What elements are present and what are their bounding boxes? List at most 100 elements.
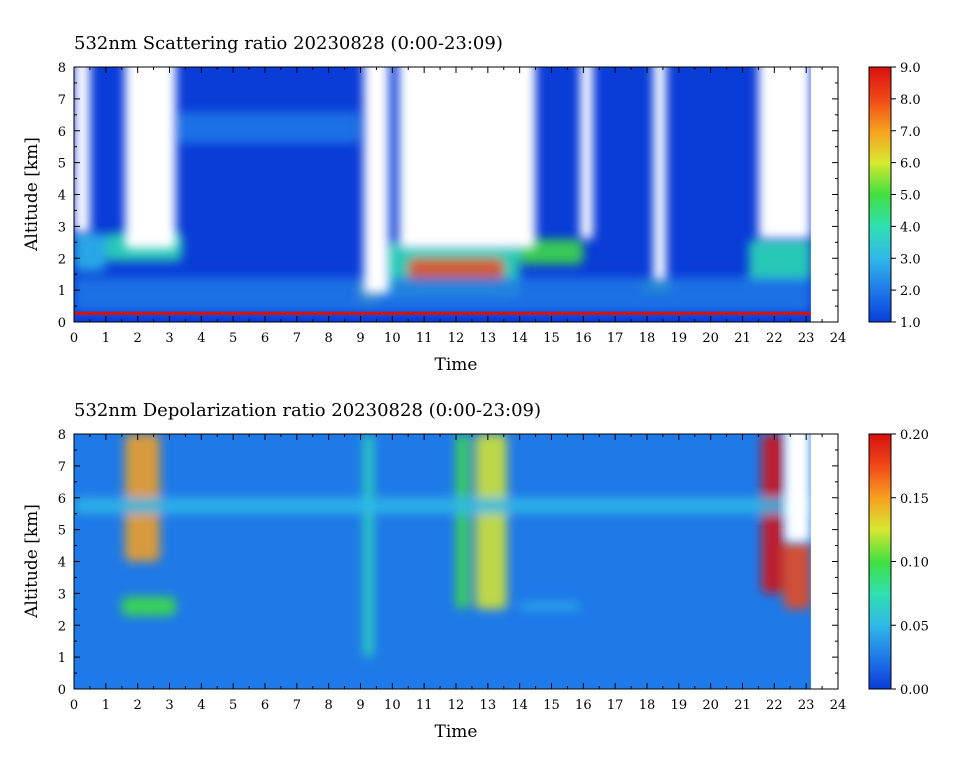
x-tick-label: 1 xyxy=(102,698,110,713)
data-feature xyxy=(519,602,581,610)
y-tick-label: 2 xyxy=(58,252,66,267)
y-tick-label: 8 xyxy=(58,61,66,76)
x-tick-label: 2 xyxy=(134,331,142,346)
data-feature xyxy=(748,239,811,281)
blank-layer xyxy=(74,67,811,294)
colorbar: 0.00 0.05 0.10 0.15 0.20 xyxy=(868,428,929,698)
x-tick-label: 2 xyxy=(134,698,142,713)
y-tick-label: 5 xyxy=(58,524,66,539)
x-tick-label: 22 xyxy=(766,698,783,713)
y-tick-label: 5 xyxy=(58,157,66,172)
x-tick-label: 4 xyxy=(197,331,205,346)
y-tick-label: 4 xyxy=(58,556,66,571)
y-tick-label: 0 xyxy=(58,316,66,331)
x-tick-label: 17 xyxy=(607,331,624,346)
data-feature xyxy=(475,434,507,610)
x-tick-label: 6 xyxy=(261,331,269,346)
data-feature xyxy=(363,434,374,658)
x-tick-label: 7 xyxy=(293,331,301,346)
x-tick-label: 3 xyxy=(165,331,173,346)
colorbar-tick-label: 3.0 xyxy=(900,252,921,267)
colorbar: 1.0 2.0 3.0 4.0 5.0 6.0 7.0 8.0 9.0 xyxy=(868,61,921,331)
x-tick-label: 16 xyxy=(575,331,592,346)
y-tick-label: 1 xyxy=(58,651,66,666)
colorbar-tick-label: 4.0 xyxy=(900,220,921,235)
x-tick-label: 4 xyxy=(197,698,205,713)
colorbar-tick-label: 0.15 xyxy=(900,492,929,507)
data-feature xyxy=(175,111,361,144)
no-data-region xyxy=(783,434,811,543)
data-feature xyxy=(121,596,176,616)
x-tick-label: 9 xyxy=(356,331,364,346)
data-background xyxy=(74,434,811,689)
x-tick-label: 23 xyxy=(798,331,815,346)
x-tick-label: 21 xyxy=(734,698,751,713)
chart-title: 532nm Scattering ratio 20230828 (0:00-23… xyxy=(74,33,503,54)
colorbar-scale xyxy=(868,66,892,323)
blank-layer xyxy=(783,434,811,543)
colorbar-tick-label: 0.10 xyxy=(900,556,929,571)
axes: 0 1 2 3 4 5 6 7 8 9 10 11 12 13 14 15 16 17 18 19 20 21 22 23 24… xyxy=(58,428,847,713)
y-tick-label: 7 xyxy=(58,460,66,475)
surface-layer xyxy=(74,311,811,315)
x-tick-label: 10 xyxy=(384,698,401,713)
x-tick-label: 9 xyxy=(356,698,364,713)
colorbar-tick-label: 1.0 xyxy=(900,316,921,331)
no-data-region xyxy=(124,67,176,249)
x-axis-label: Time xyxy=(435,355,478,375)
colorbar-tick-label: 2.0 xyxy=(900,284,921,299)
no-data-region xyxy=(398,67,536,249)
x-tick-label: 14 xyxy=(511,698,528,713)
x-tick-label: 23 xyxy=(798,698,815,713)
no-data-region xyxy=(363,67,390,294)
x-tick-label: 15 xyxy=(543,698,560,713)
x-tick-label: 8 xyxy=(325,698,333,713)
data-feature xyxy=(783,542,811,610)
chart-title: 532nm Depolarization ratio 20230828 (0:0… xyxy=(74,400,541,421)
x-tick-label: 18 xyxy=(639,698,656,713)
colorbar-tick-label: 6.0 xyxy=(900,157,921,172)
x-tick-label: 13 xyxy=(480,698,497,713)
x-tick-label: 6 xyxy=(261,698,269,713)
feature-layer xyxy=(74,434,811,658)
depolarization-ratio-panel: 532nm Depolarization ratio 20230828 (0:0… xyxy=(22,400,929,742)
no-data-region xyxy=(580,67,593,240)
x-tick-label: 11 xyxy=(416,698,433,713)
y-tick-label: 1 xyxy=(58,284,66,299)
data-feature xyxy=(519,239,584,265)
colorbar-tick-label: 7.0 xyxy=(900,125,921,140)
scattering-ratio-panel: 532nm Scattering ratio 20230828 (0:00-23… xyxy=(22,33,921,375)
x-tick-label: 19 xyxy=(671,331,688,346)
x-tick-label: 0 xyxy=(70,698,78,713)
x-tick-label: 5 xyxy=(229,698,237,713)
x-tick-label: 0 xyxy=(70,331,78,346)
y-tick-label: 7 xyxy=(58,93,66,108)
data-feature xyxy=(74,232,106,271)
x-tick-label: 7 xyxy=(293,698,301,713)
y-tick-label: 3 xyxy=(58,587,66,602)
x-tick-label: 10 xyxy=(384,331,401,346)
colorbar-scale xyxy=(868,433,892,690)
heatmap-area xyxy=(74,67,838,322)
x-tick-label: 21 xyxy=(734,331,751,346)
colorbar-tick-label: 5.0 xyxy=(900,189,921,204)
x-tick-label: 3 xyxy=(165,698,173,713)
x-tick-label: 11 xyxy=(416,331,433,346)
x-tick-label: 12 xyxy=(448,698,465,713)
axes: 0 1 2 3 4 5 6 7 8 9 10 11 12 13 14 15 16 17 18 19 20 21 22 23 24… xyxy=(58,61,847,346)
data-feature xyxy=(74,497,811,514)
x-tick-label: 5 xyxy=(229,331,237,346)
x-tick-label: 20 xyxy=(702,331,719,346)
no-data-region xyxy=(74,67,90,233)
colorbar-tick-label: 0.05 xyxy=(900,619,929,634)
x-tick-label: 8 xyxy=(325,331,333,346)
y-axis-label: Altitude [km] xyxy=(22,137,42,252)
x-tick-label: 1 xyxy=(102,331,110,346)
y-tick-label: 4 xyxy=(58,189,66,204)
y-tick-label: 3 xyxy=(58,220,66,235)
x-tick-label: 22 xyxy=(766,331,783,346)
x-tick-label: 14 xyxy=(511,331,528,346)
x-tick-label: 18 xyxy=(639,331,656,346)
x-axis-label: Time xyxy=(435,722,478,742)
y-axis-label: Altitude [km] xyxy=(22,504,42,619)
